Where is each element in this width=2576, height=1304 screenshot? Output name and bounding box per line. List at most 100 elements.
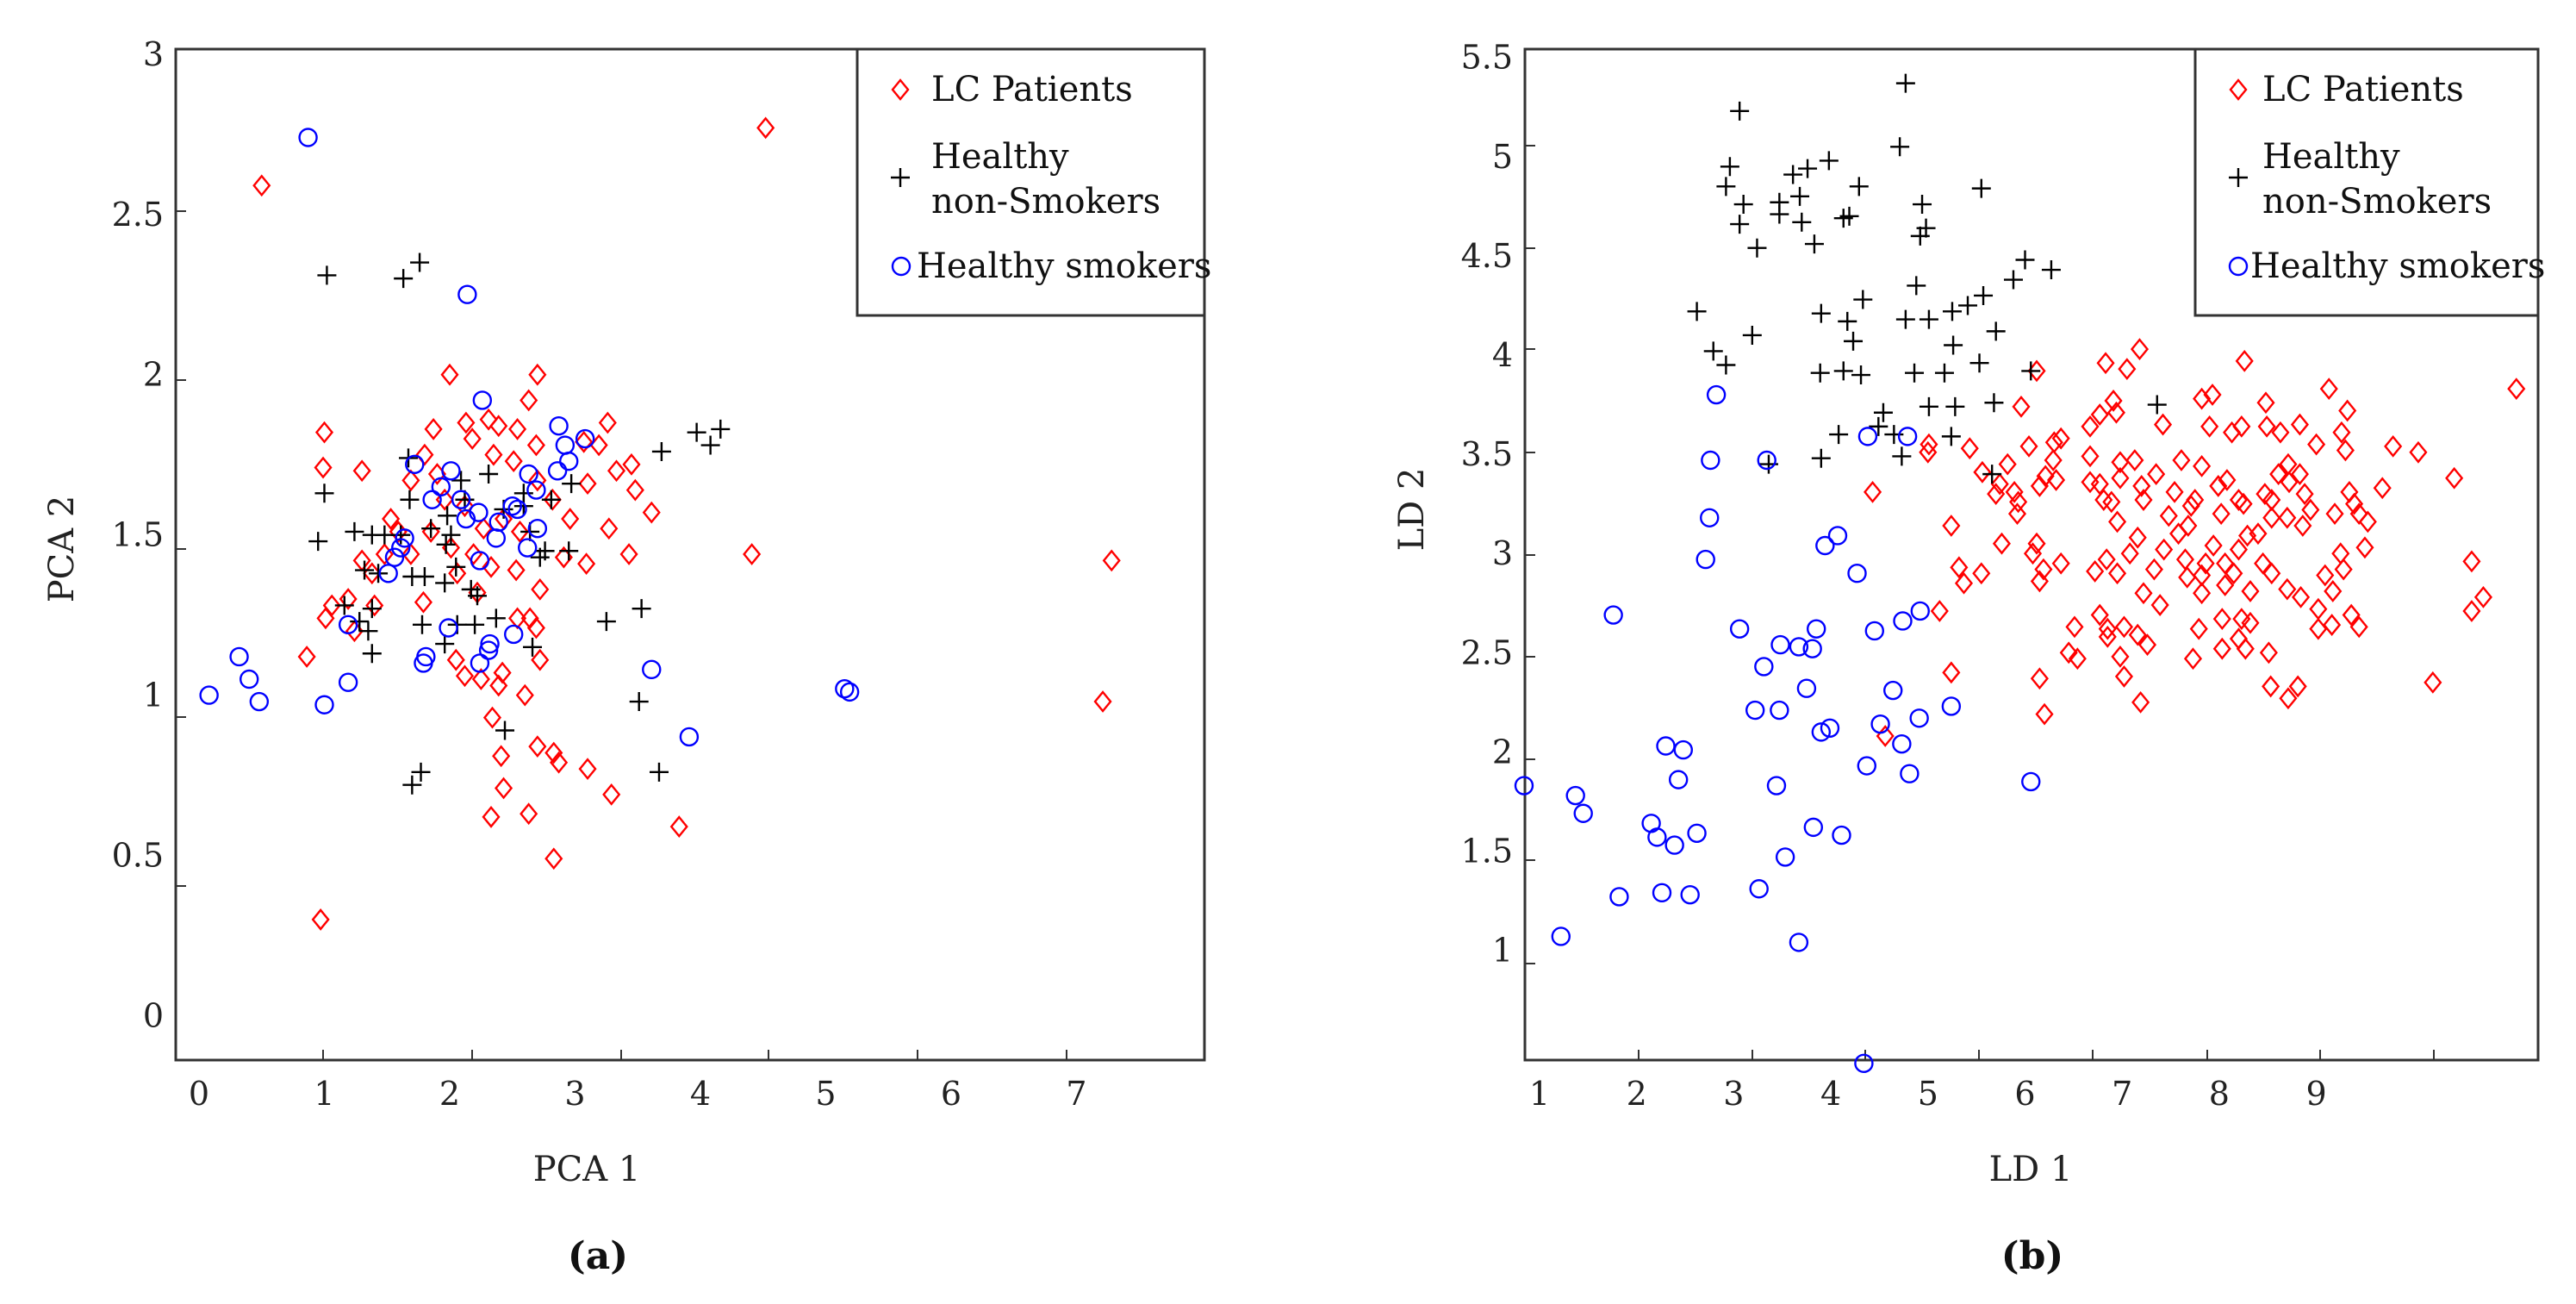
- data-point: [2021, 361, 2041, 381]
- data-point: [2355, 536, 2374, 559]
- data-point: [1913, 195, 1932, 215]
- y-tick-label: 2.5: [1461, 633, 1513, 671]
- data-point: [1603, 605, 1623, 625]
- data-point: [1895, 73, 1915, 93]
- ticks: 0 1 2 3 4 5 6 7 0 0.5 1 1.5 2 2.5 3: [112, 35, 1087, 1113]
- data-point: [1984, 393, 2004, 413]
- data-point: [2279, 687, 2298, 710]
- data-point: [2081, 445, 2100, 468]
- data-point: [1942, 661, 1961, 684]
- y-tick-label: 5: [1492, 138, 1513, 176]
- data-point: [596, 612, 616, 632]
- data-point: [2111, 451, 2130, 474]
- data-point: [493, 661, 512, 684]
- data-point: [1551, 927, 1571, 946]
- data-point: [1673, 739, 1693, 760]
- data-point: [526, 480, 546, 500]
- data-point: [314, 456, 333, 479]
- legend-marker-lc: [2229, 78, 2248, 101]
- data-point: [2323, 614, 2342, 636]
- y-tick-label: 4.5: [1461, 237, 1513, 275]
- data-point: [2344, 492, 2364, 515]
- data-point: [2030, 570, 2049, 593]
- data-point: [375, 543, 394, 565]
- data-point: [1838, 311, 1857, 331]
- data-point: [1815, 535, 1835, 556]
- data-point: [2224, 562, 2243, 585]
- data-point: [559, 451, 579, 471]
- legend-line-2: non-Smokers: [931, 182, 1160, 221]
- data-point: [2384, 434, 2403, 458]
- data-point: [431, 477, 451, 497]
- series-plus: [308, 253, 731, 795]
- data-point: [391, 538, 411, 558]
- data-point: [1909, 708, 1929, 728]
- data-point: [642, 501, 661, 524]
- data-point: [1770, 634, 1790, 655]
- y-tick-label: 3: [143, 35, 164, 73]
- data-point: [2098, 625, 2117, 648]
- data-point: [1687, 302, 1707, 321]
- data-point: [1811, 722, 1832, 742]
- data-point: [1895, 309, 1915, 329]
- data-point: [531, 648, 550, 671]
- y-tick-label: 5.5: [1461, 39, 1513, 77]
- data-point: [474, 517, 493, 540]
- data-point: [338, 615, 358, 634]
- data-point: [528, 735, 547, 758]
- data-point: [602, 783, 621, 806]
- data-point: [2216, 552, 2235, 575]
- legend: LC Patients Healthy non-Smokers Healthy s…: [2193, 47, 2545, 317]
- data-point: [2051, 427, 2070, 450]
- data-point: [2349, 502, 2368, 526]
- data-point: [1892, 733, 1912, 754]
- data-point: [1854, 1053, 1874, 1074]
- data-point: [2044, 449, 2063, 471]
- data-point: [2128, 623, 2147, 646]
- data-point: [649, 762, 669, 782]
- data-point: [482, 806, 501, 828]
- x-axis-label: LD 1: [1989, 1150, 2073, 1189]
- data-point: [495, 777, 513, 800]
- data-point: [2229, 489, 2248, 511]
- data-point: [2090, 403, 2109, 426]
- data-point: [535, 541, 555, 561]
- data-point: [2290, 463, 2309, 486]
- data-point: [489, 415, 508, 438]
- x-tick-label: 9: [2306, 1075, 2327, 1113]
- data-point: [2325, 502, 2344, 526]
- data-point: [2128, 526, 2147, 549]
- data-point: [2015, 250, 2035, 270]
- data-point: [1792, 212, 1812, 232]
- data-point: [2086, 560, 2105, 583]
- data-point: [2179, 515, 2198, 537]
- data-point: [575, 430, 594, 453]
- data-point: [463, 427, 482, 450]
- data-point: [1833, 361, 1853, 381]
- data-point: [2150, 594, 2169, 616]
- data-point: [2108, 562, 2127, 585]
- data-point: [1857, 756, 1876, 776]
- legend-symbol: [2229, 78, 2248, 101]
- data-point: [1652, 883, 1672, 903]
- data-point: [1700, 508, 1720, 527]
- data-point: [1973, 460, 1992, 484]
- data-point: [2301, 498, 2320, 521]
- data-point: [2236, 637, 2255, 660]
- data-point: [2342, 603, 2361, 627]
- data-point: [2278, 506, 2297, 529]
- data-point: [622, 452, 641, 476]
- legend-line-2: non-Smokers: [2262, 182, 2492, 221]
- legend-symbol: [891, 256, 912, 277]
- data-point: [1986, 321, 2006, 341]
- data-point: [441, 461, 461, 481]
- data-point: [455, 490, 475, 509]
- data-point: [1810, 363, 1830, 383]
- data-point: [2019, 434, 2038, 458]
- data-point: [2256, 391, 2275, 415]
- data-point: [1770, 700, 1789, 721]
- data-point: [1870, 714, 1890, 734]
- data-point: [1783, 165, 1803, 184]
- data-point: [2262, 675, 2280, 698]
- data-point: [2212, 608, 2231, 631]
